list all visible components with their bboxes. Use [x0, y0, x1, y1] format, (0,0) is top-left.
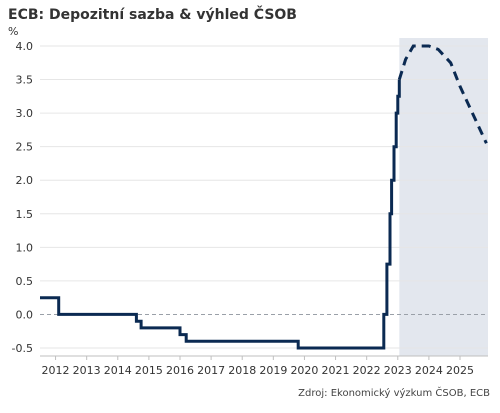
y-tick-label: 1.0 — [16, 241, 34, 254]
x-tick-label: 2014 — [104, 364, 132, 377]
x-tick-label: 2013 — [73, 364, 101, 377]
y-tick-label: 2.5 — [16, 141, 34, 154]
y-tick-label: 0.5 — [16, 275, 34, 288]
y-tick-label: 0.0 — [16, 308, 34, 321]
x-tick-label: 2015 — [135, 364, 163, 377]
y-tick-label: 1.5 — [16, 208, 34, 221]
y-axis-ticks: -0.5 0.0 0.5 1.0 1.5 2.0 2.5 3.0 3.5 4.0 — [12, 40, 33, 355]
y-tick-label: 3.0 — [16, 107, 34, 120]
x-tick-label: 2016 — [166, 364, 194, 377]
x-tick-label: 2025 — [446, 364, 474, 377]
gridlines — [40, 45, 488, 349]
x-tick-label: 2017 — [197, 364, 225, 377]
x-tick-label: 2020 — [290, 364, 318, 377]
y-tick-label: -0.5 — [12, 342, 33, 355]
source-note: Zdroj: Ekonomický výzkum ČSOB, ECB — [298, 386, 490, 399]
y-axis-unit: % — [8, 25, 18, 38]
chart-title: ECB: Depozitní sazba & výhled ČSOB — [8, 5, 297, 23]
y-tick-label: 4.0 — [16, 40, 34, 53]
series-lines — [40, 44, 488, 350]
y-tick-label: 3.5 — [16, 74, 34, 87]
x-tick-label: 2018 — [228, 364, 256, 377]
forecast-shade-rect — [399, 38, 488, 356]
x-tick-label: 2022 — [353, 364, 381, 377]
x-tick-label: 2023 — [384, 364, 412, 377]
forecast-shading — [399, 38, 488, 356]
deposit-rate-line — [40, 79, 401, 350]
y-tick-label: 2.0 — [16, 174, 34, 187]
forecast-line — [397, 44, 488, 144]
x-tick-label: 2012 — [42, 364, 70, 377]
x-tick-label: 2019 — [259, 364, 287, 377]
x-tick-label: 2024 — [415, 364, 443, 377]
x-tick-label: 2021 — [322, 364, 350, 377]
x-axis-ticks: 2012 2013 2014 2015 2016 2017 2018 2019 2020 2021… — [40, 355, 488, 377]
